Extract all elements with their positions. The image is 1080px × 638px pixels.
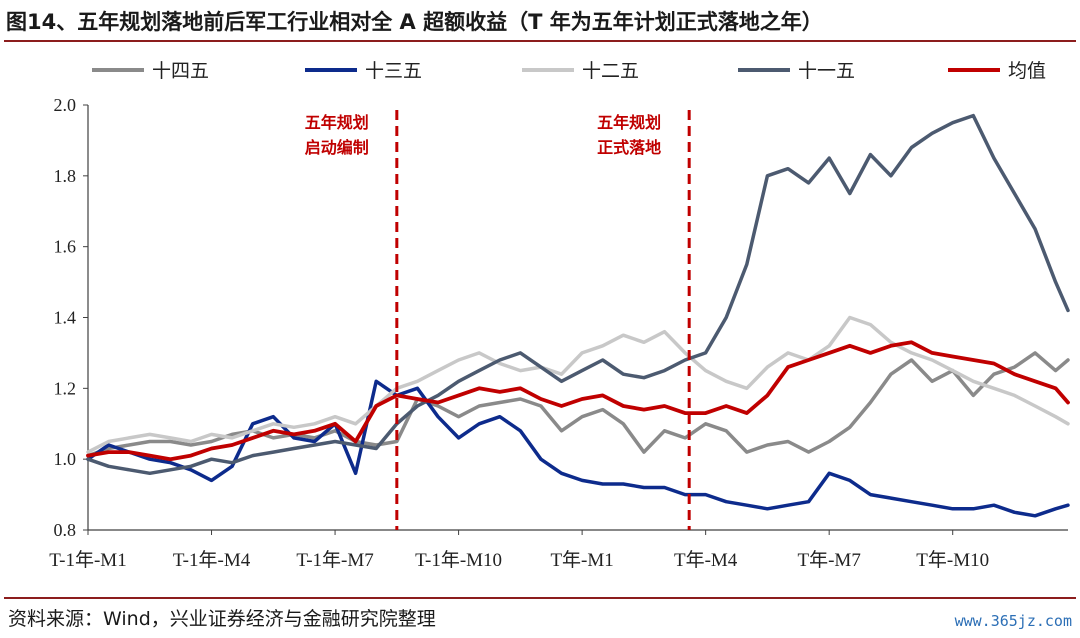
x-tick-label-6: T年-M7 — [798, 549, 861, 571]
series-line-2 — [86, 315, 1070, 454]
legend-label-3: 十一五 — [798, 60, 855, 82]
y-tick-label-5: 1.8 — [54, 166, 77, 186]
source-note: 资料来源：Wind，兴业证券经济与金融研究院整理 — [8, 608, 436, 630]
y-tick-label-6: 2.0 — [54, 95, 77, 115]
y-tick-label-1: 1.0 — [54, 449, 77, 469]
x-tick-label-5: T年-M4 — [674, 549, 738, 571]
legend-label-4: 均值 — [1008, 60, 1046, 82]
event-label-0-1: 启动编制 — [305, 138, 369, 157]
series-line-4 — [86, 340, 1070, 462]
x-tick-label-2: T-1年-M7 — [296, 549, 373, 571]
chart-title: 图14、五年规划落地前后军工行业相对全 A 超额收益（T 年为五年计划正式落地之… — [6, 10, 823, 34]
legend-label-1: 十三五 — [365, 60, 422, 82]
y-tick-label-3: 1.4 — [54, 308, 77, 328]
y-tick-label-0: 0.8 — [54, 520, 77, 540]
line-chart: 十四五 十三五 十二五 十一五 均值 0.8 1.0 1.2 1.4 1.6 1.8 2.0 T-1年-… — [49, 60, 1070, 571]
series-line-3 — [86, 113, 1070, 476]
x-tick-label-0: T-1年-M1 — [49, 549, 126, 571]
legend-label-0: 十四五 — [152, 60, 209, 82]
x-tick-label-3: T-1年-M10 — [415, 549, 502, 571]
footer-rule — [4, 597, 1076, 599]
y-tick-label-4: 1.6 — [54, 237, 77, 257]
series-line-1 — [86, 379, 1070, 518]
series-line-0 — [86, 351, 1070, 458]
watermark: www.365jz.com — [954, 612, 1072, 630]
legend-label-2: 十二五 — [582, 60, 639, 82]
event-label-1-0: 五年规划 — [597, 113, 661, 132]
y-tick-label-2: 1.2 — [54, 378, 77, 398]
x-tick-label-4: T年-M1 — [550, 549, 613, 571]
x-tick-label-7: T年-M10 — [916, 549, 989, 571]
x-tick-label-1: T-1年-M4 — [173, 549, 251, 571]
title-rule — [4, 40, 1076, 42]
event-label-1-1: 正式落地 — [597, 138, 661, 157]
event-label-0-0: 五年规划 — [305, 113, 369, 132]
